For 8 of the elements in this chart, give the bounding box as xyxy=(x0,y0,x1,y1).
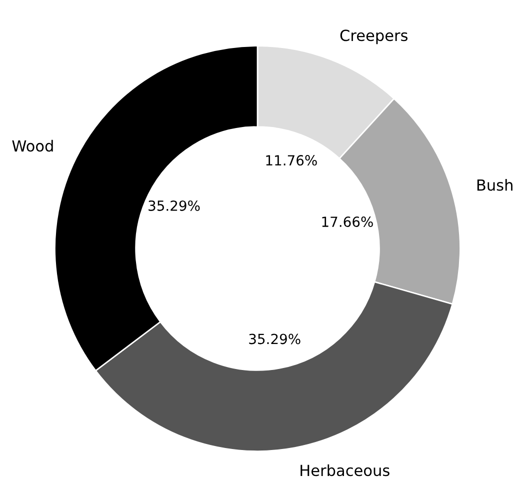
data-label: 11.76% xyxy=(266,155,317,166)
slice-label: Herbaceous xyxy=(300,464,390,476)
slice-label: Bush xyxy=(477,178,512,191)
slice-label: Wood xyxy=(12,140,53,152)
data-label: 17.66% xyxy=(322,216,373,228)
slice-label: Creepers xyxy=(340,30,408,44)
data-label: 35.29% xyxy=(148,200,200,211)
data-label: 35.29% xyxy=(249,334,300,344)
